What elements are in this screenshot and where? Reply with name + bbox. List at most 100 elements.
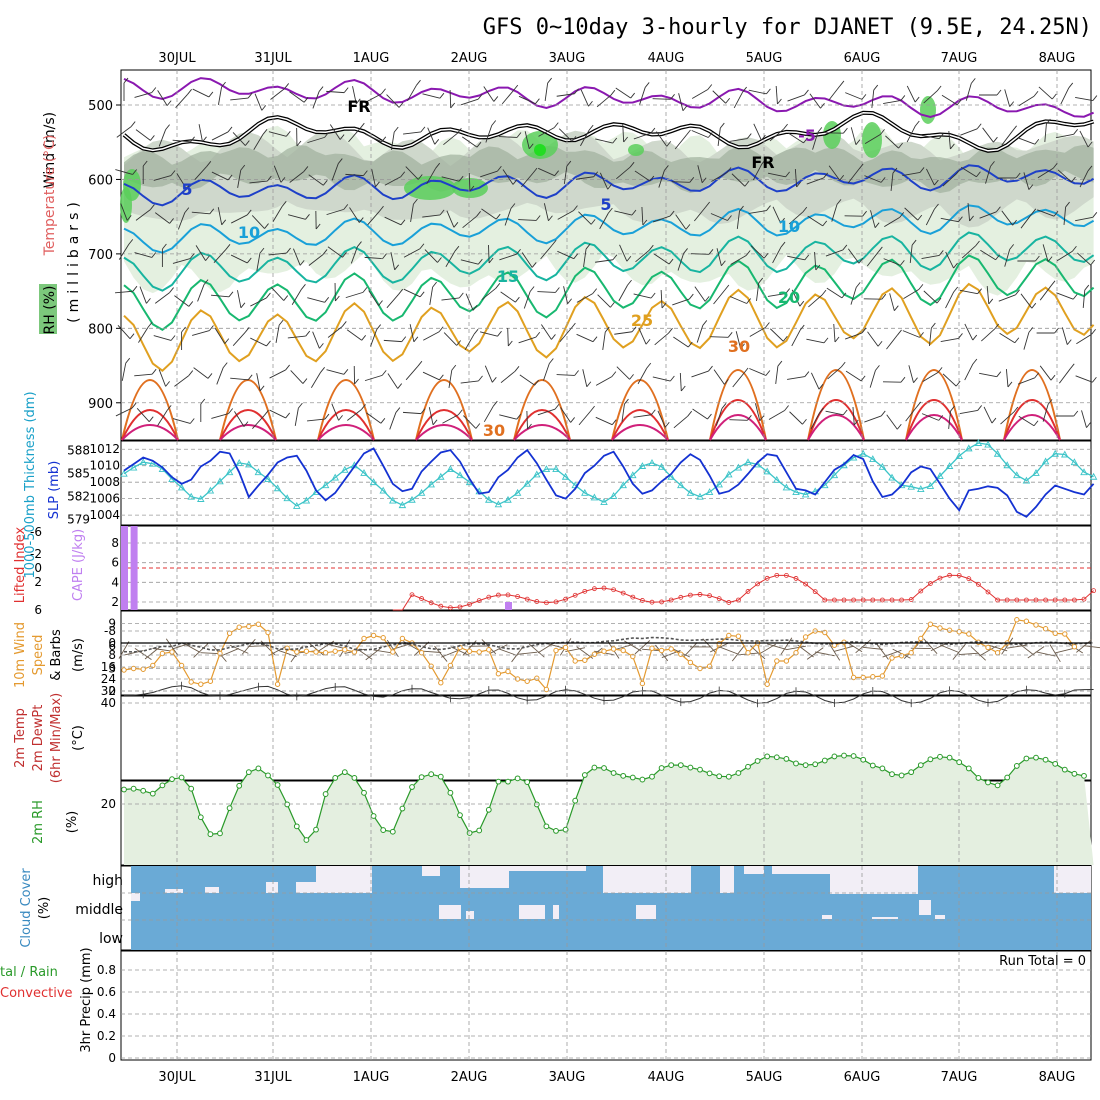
temp2m-label-2: 2m DewPt (31, 705, 46, 772)
lifted-index-point (419, 596, 425, 601)
upper-wind-barb (675, 214, 687, 230)
lifted-index-point (582, 588, 588, 594)
upper-wind-barb-flag (911, 239, 917, 246)
upper-wind-barb (638, 327, 647, 345)
upper-wind-barb-flag (1014, 337, 1020, 344)
hot-arch (807, 399, 865, 441)
contour-minus5 (123, 77, 1094, 119)
lifted-tick-label: -6 (30, 525, 42, 539)
upper-wind-barb-flag (266, 340, 271, 347)
upper-wind-barb (213, 249, 227, 263)
upper-wind-barb (905, 406, 918, 422)
upper-wind-barb (828, 165, 841, 181)
upper-wind-barb (172, 258, 191, 264)
upper-wind-barb-flag (880, 177, 886, 183)
rh2m-point (850, 753, 857, 759)
wind10m-barb (952, 643, 966, 660)
upper-wind-barb (386, 94, 400, 108)
rh2m-point (361, 789, 367, 796)
thickness-point (542, 465, 551, 473)
wind10m-point (1062, 631, 1068, 637)
upper-wind-barb-flag (860, 375, 866, 382)
upper-wind-barb-flag (1046, 118, 1051, 125)
upper-wind-barb-flag (342, 252, 347, 258)
upper-wind-barb-flag (319, 343, 324, 349)
upper-wind-barb (597, 294, 611, 308)
lifted-index-point (755, 581, 760, 587)
upper-wind-barb-flag (203, 279, 209, 285)
upper-wind-barb-flag (283, 295, 289, 301)
upper-wind-barb (890, 173, 894, 191)
upper-wind-barb (210, 294, 230, 298)
lifted-index-point (899, 597, 904, 603)
upper-wind-barb-flag (514, 366, 520, 372)
upper-wind-barb (294, 408, 299, 426)
upper-wind-barb-flag (916, 401, 922, 408)
upper-wind-barb (176, 173, 187, 189)
thickness-point (648, 459, 656, 466)
cape-tick-label: 8 (111, 536, 119, 550)
upper-wind-barb (921, 134, 940, 140)
wind10m-unit: (m/s) (71, 638, 86, 672)
upper-wind-barb (327, 246, 343, 258)
hot-arch (121, 424, 179, 441)
wind10m-point (390, 649, 396, 655)
upper-wind-barb (729, 296, 747, 304)
upper-wind-barb (806, 177, 824, 185)
upper-wind-barb-flag (280, 177, 286, 183)
upper-wind-barb (596, 94, 612, 108)
upper-wind-barb (387, 373, 399, 389)
upper-wind-barb (999, 332, 1016, 344)
upper-wind-barb-flag (796, 181, 801, 188)
upper-wind-barb (429, 287, 434, 305)
upper-wind-barb-flag (209, 325, 214, 331)
upper-wind-barb-flag (780, 241, 786, 248)
lifted-index-point (515, 594, 520, 599)
upper-wind-barb (460, 98, 479, 106)
upper-wind-barb (691, 370, 709, 378)
rh2m-point (601, 765, 607, 771)
temp2m-tick-label: 16 (101, 660, 116, 674)
thickness-point (341, 465, 349, 473)
upper-wind-barb (502, 169, 514, 185)
upper-wind-barb (289, 171, 305, 183)
wind10m-barb (413, 641, 430, 656)
upper-wind-barb (615, 87, 631, 99)
lifted-index-point (793, 576, 799, 581)
lifted-index-point (1043, 597, 1048, 603)
upper-wind-barb-flag (626, 255, 632, 262)
upper-wind-barb-flag (892, 167, 898, 174)
rh2m-point (447, 789, 454, 796)
pressure-axis-label: (millibars) (66, 197, 82, 323)
upper-wind-barb-flag (227, 174, 233, 181)
temp2m-label-1: 2m Temp (13, 708, 28, 768)
lifted-index-point (640, 598, 645, 603)
wind10m-point (322, 650, 329, 656)
wind10m-barb (979, 645, 997, 657)
upper-wind-barb-flag (554, 170, 559, 176)
rh2m-grid (121, 781, 1091, 865)
thickness-point (552, 465, 560, 473)
cloud-gap (165, 889, 183, 893)
upper-wind-barb (921, 413, 939, 421)
upper-wind-barb-flag (1015, 289, 1020, 296)
upper-wind-barb (504, 208, 512, 226)
upper-wind-barb-flag (899, 212, 905, 218)
upper-wind-barb-flag (228, 291, 234, 298)
rh2m-point (1004, 774, 1011, 781)
rh2m-point (649, 773, 655, 780)
rh2m-point (293, 823, 300, 830)
upper-wind-barb-flag (516, 413, 522, 420)
cloud-gap (422, 866, 440, 876)
upper-wind-barb (172, 139, 191, 143)
upper-wind-barb (211, 413, 229, 419)
upper-wind-barb-flag (650, 292, 656, 299)
wind10m-barb (325, 643, 346, 650)
wind10m-point (303, 648, 310, 654)
upper-wind-barb-flag (708, 365, 713, 372)
thickness-point (609, 491, 618, 499)
cloud-gap (720, 866, 734, 893)
wind10m-point (726, 632, 732, 639)
contour-label: 5 (600, 195, 611, 214)
